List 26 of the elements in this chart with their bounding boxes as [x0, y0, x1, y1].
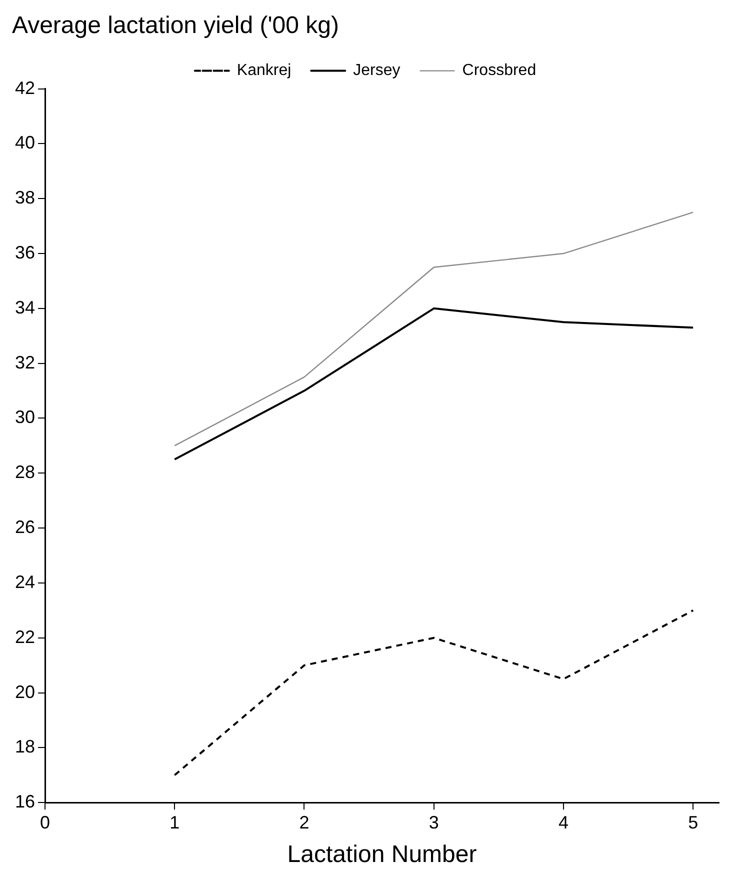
- line-series: [174, 609, 694, 776]
- y-tick-label: 18: [14, 736, 36, 757]
- x-tick-label: 2: [299, 812, 310, 832]
- y-tick-label: 22: [14, 626, 36, 647]
- x-tick-label: 4: [558, 812, 568, 832]
- y-tick-label: 34: [14, 297, 36, 318]
- y-tick-label: 30: [14, 407, 36, 428]
- y-tick-label: 16: [14, 792, 36, 812]
- y-tick-label: 32: [14, 352, 36, 372]
- y-tick-label: 24: [14, 572, 36, 592]
- y-tick-label: 42: [14, 78, 36, 98]
- chart-title: Average lactation yield ('00 kg): [12, 12, 339, 40]
- legend-label: Crossbred: [462, 62, 536, 80]
- x-tick-label: 0: [40, 812, 50, 832]
- y-tick-label: 26: [14, 517, 36, 538]
- x-axis-title: Lactation Number: [287, 841, 477, 868]
- y-tick-label: 40: [14, 132, 36, 153]
- legend-label: Jersey: [353, 62, 400, 80]
- y-tick-label: 28: [14, 462, 36, 482]
- legend-label: Kankrej: [236, 62, 292, 80]
- x-tick-label: 5: [688, 812, 698, 832]
- x-tick-label: 3: [428, 812, 439, 832]
- y-tick-label: 36: [14, 242, 36, 262]
- y-tick-label: 20: [14, 682, 36, 702]
- y-tick-label: 38: [14, 188, 36, 208]
- x-tick-label: 1: [170, 812, 180, 832]
